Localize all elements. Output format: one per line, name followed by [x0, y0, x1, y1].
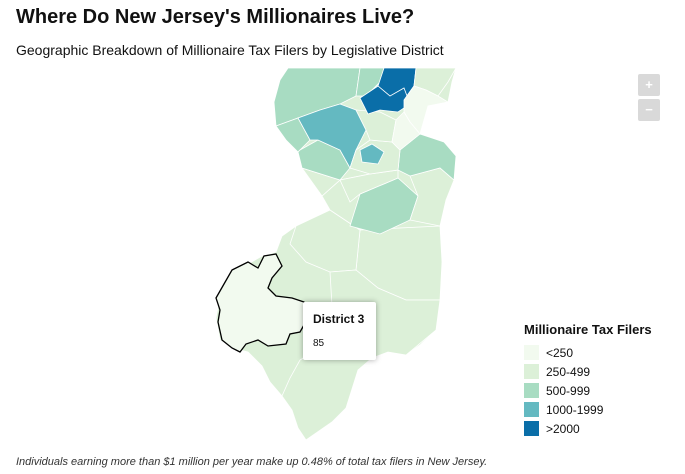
- tooltip-value: 85: [313, 338, 325, 349]
- legend-swatch: [524, 364, 539, 379]
- legend-swatch: [524, 421, 539, 436]
- footnote: Individuals earning more than $1 million…: [16, 456, 488, 468]
- legend-item[interactable]: <250: [524, 343, 674, 362]
- legend-label: 1000-1999: [546, 402, 604, 417]
- legend-swatch: [524, 345, 539, 360]
- legend: Millionaire Tax Filers <250 250-499 500-…: [524, 322, 674, 438]
- legend-item[interactable]: >2000: [524, 419, 674, 438]
- district-essex-east[interactable]: [391, 111, 421, 151]
- district-tooltip: District 3 85: [303, 302, 376, 360]
- legend-title: Millionaire Tax Filers: [524, 322, 652, 337]
- legend-item[interactable]: 1000-1999: [524, 400, 674, 419]
- map-title: Where Do New Jersey's Millionaires Live?: [16, 6, 415, 28]
- zoom-out-button[interactable]: −: [638, 99, 660, 121]
- legend-item[interactable]: 250-499: [524, 362, 674, 381]
- legend-label: >2000: [546, 421, 580, 436]
- district-union[interactable]: [359, 143, 385, 165]
- legend-swatch: [524, 402, 539, 417]
- district-central-east[interactable]: [397, 133, 457, 181]
- legend-label: 500-999: [546, 383, 591, 398]
- legend-label: <250: [546, 345, 574, 360]
- zoom-in-button[interactable]: +: [638, 74, 660, 96]
- legend-label: 250-499: [546, 364, 591, 379]
- map-subtitle: Geographic Breakdown of Millionaire Tax …: [16, 42, 444, 58]
- legend-swatch: [524, 383, 539, 398]
- legend-item[interactable]: 500-999: [524, 381, 674, 400]
- district-3-highlight[interactable]: [215, 253, 309, 353]
- tooltip-title: District 3: [313, 312, 365, 326]
